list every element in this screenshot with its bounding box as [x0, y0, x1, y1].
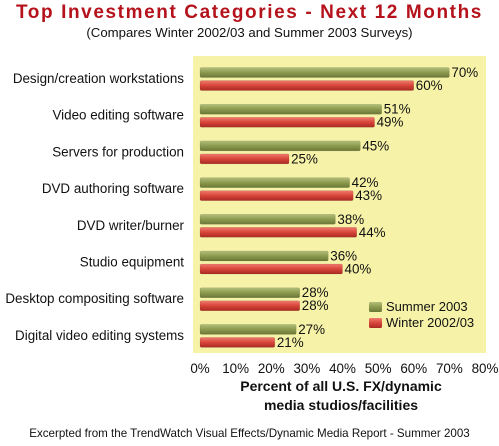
x-tick-label: 10%: [222, 361, 249, 376]
bar-winter-2002-03: [199, 337, 276, 348]
data-label: 40%: [345, 262, 372, 277]
data-label: 25%: [291, 151, 318, 166]
bar-summer-2003: [199, 140, 361, 152]
category-label: Digital video editing systems: [15, 328, 184, 343]
bar-winter-2002-03: [199, 116, 375, 128]
legend-label: Winter 2002/03: [386, 315, 474, 330]
legend-swatch: [369, 318, 382, 328]
x-tick-label: 70%: [436, 361, 463, 376]
x-tick-label: 30%: [293, 361, 320, 376]
bar-summer-2003: [199, 177, 350, 188]
bar-winter-2002-03: [199, 153, 290, 165]
x-axis-title-line-1: Percent of all U.S. FX/dynamic: [240, 378, 442, 394]
bar-winter-2002-03: [199, 80, 414, 91]
data-label: 60%: [416, 78, 443, 93]
data-label: 51%: [384, 102, 411, 117]
bar-winter-2002-03: [199, 263, 343, 275]
chart-footnote: Excerpted from the TrendWatch Visual Eff…: [29, 427, 470, 440]
bar-summer-2003: [199, 103, 382, 115]
data-label: 28%: [302, 285, 329, 300]
x-tick-label: 80%: [472, 361, 499, 376]
data-label: 36%: [330, 249, 357, 264]
bar-summer-2003: [199, 324, 297, 335]
bar-winter-2002-03: [199, 227, 357, 238]
category-label: Design/creation workstations: [13, 71, 184, 86]
bar-summer-2003: [199, 250, 329, 262]
bar-summer-2003: [199, 67, 450, 78]
x-tick-label: 0%: [190, 361, 209, 376]
category-label: Servers for production: [52, 144, 184, 159]
data-label: 44%: [359, 225, 386, 240]
x-axis-title-line-2: media studios/facilities: [264, 397, 418, 413]
data-label: 43%: [355, 188, 382, 203]
category-label: DVD authoring software: [42, 181, 184, 196]
x-tick-label: 20%: [258, 361, 285, 376]
data-label: 45%: [362, 138, 389, 153]
chart-title: Top Investment Categories - Next 12 Mont…: [16, 2, 483, 23]
legend-label: Summer 2003: [386, 299, 468, 314]
bar-winter-2002-03: [199, 190, 354, 201]
data-label: 28%: [302, 298, 329, 313]
x-tick-label: 50%: [365, 361, 392, 376]
legend-swatch: [369, 302, 382, 312]
category-label: DVD writer/burner: [77, 218, 185, 233]
data-label: 42%: [352, 175, 379, 190]
data-label: 38%: [337, 212, 364, 227]
data-label: 70%: [451, 65, 478, 80]
bar-summer-2003: [199, 214, 336, 225]
category-label: Video editing software: [52, 108, 184, 123]
bar-summer-2003: [199, 287, 300, 298]
category-label: Studio equipment: [80, 255, 185, 270]
bar-winter-2002-03: [199, 300, 300, 311]
chart-subtitle: (Compares Winter 2002/03 and Summer 2003…: [86, 25, 413, 40]
category-label: Desktop compositing software: [5, 291, 184, 306]
x-tick-label: 40%: [329, 361, 356, 376]
data-label: 21%: [277, 335, 304, 350]
x-tick-label: 60%: [400, 361, 427, 376]
data-label: 27%: [298, 322, 325, 337]
data-label: 49%: [377, 115, 404, 130]
